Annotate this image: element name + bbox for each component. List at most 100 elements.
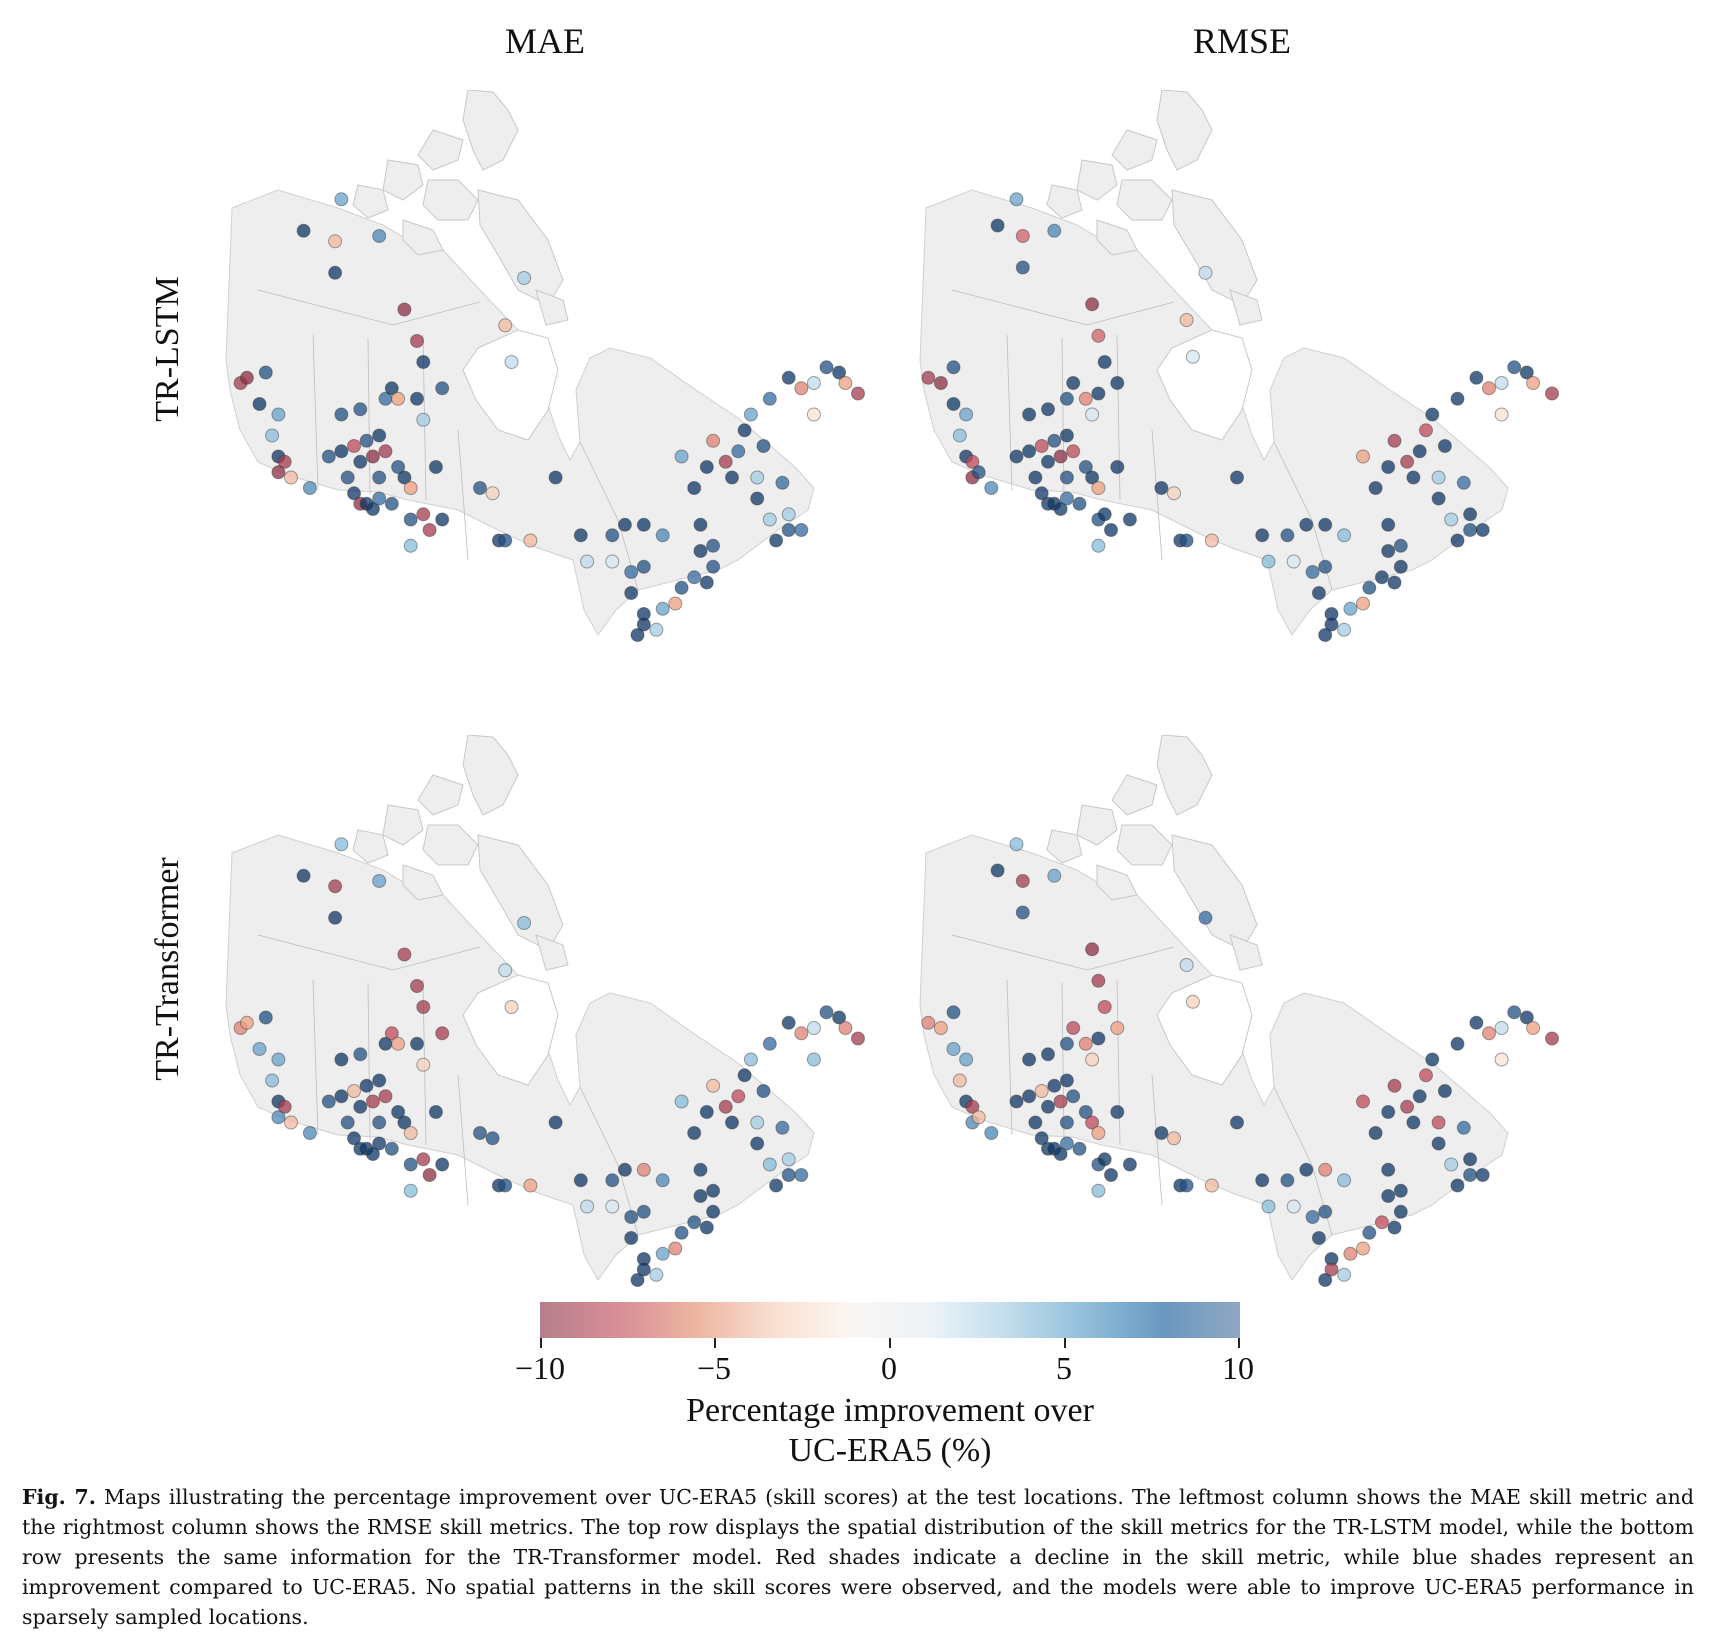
station-point [1362, 1225, 1377, 1240]
province-border [257, 289, 481, 326]
station-point [1097, 1000, 1112, 1014]
station-point [984, 481, 999, 495]
station-point [1519, 365, 1534, 380]
station-point [1091, 538, 1106, 553]
station-point [617, 517, 632, 532]
station-point [271, 1052, 286, 1067]
station-point [806, 1052, 821, 1067]
station-point [1387, 575, 1402, 590]
station-point [1091, 386, 1106, 401]
station-point [334, 1089, 349, 1104]
station-point [1015, 905, 1030, 920]
station-point [674, 1094, 689, 1109]
station-point [668, 596, 683, 611]
station-point [1337, 1267, 1352, 1282]
station-point [321, 1094, 336, 1109]
land-island [1111, 774, 1158, 816]
station-point [1324, 617, 1339, 632]
station-point [334, 444, 349, 459]
province-border [1151, 429, 1163, 561]
station-point [1356, 1241, 1370, 1256]
station-point [517, 271, 532, 285]
station-point [794, 381, 809, 396]
station-point [971, 465, 986, 480]
station-point [397, 1115, 412, 1130]
station-point [1022, 1052, 1037, 1067]
station-point [328, 265, 343, 280]
map-panel-tr-lstm-mae [218, 90, 888, 670]
station-point [384, 496, 399, 511]
station-point [718, 1099, 733, 1114]
station-point [1085, 1052, 1100, 1067]
station-point [699, 1105, 714, 1119]
province-border [457, 429, 469, 561]
station-point [391, 460, 406, 474]
station-point [1381, 544, 1396, 558]
station-point [428, 1105, 443, 1119]
station-point [1374, 570, 1389, 585]
station-point [731, 444, 746, 459]
station-point [258, 365, 273, 380]
station-point [1059, 1036, 1074, 1051]
province-border [312, 979, 319, 1136]
land-island [422, 179, 479, 221]
map-panel-tr-transformer-rmse [912, 735, 1582, 1315]
station-point [1028, 1115, 1043, 1130]
station-point [630, 628, 645, 642]
station-point [548, 1115, 563, 1130]
station-point [756, 1084, 771, 1098]
station-point [636, 559, 651, 574]
station-point [416, 1000, 431, 1014]
land-island [1111, 129, 1158, 171]
station-point [1154, 481, 1169, 495]
station-point [1053, 449, 1068, 464]
station-point [781, 1152, 796, 1167]
station-point [1028, 470, 1043, 485]
station-point [1545, 1031, 1559, 1046]
station-point [1053, 1147, 1068, 1161]
province-border [1061, 982, 1065, 1141]
station-point [655, 601, 670, 616]
station-point [1041, 454, 1055, 469]
station-point [1475, 1168, 1490, 1182]
station-point [725, 1115, 739, 1130]
station-point [965, 454, 980, 469]
station-point [971, 1110, 986, 1125]
station-point [1305, 1210, 1320, 1224]
station-point [946, 397, 961, 411]
figure-caption: Fig. 7. Maps illustrating the percentage… [22, 1482, 1694, 1632]
station-point [838, 376, 853, 390]
station-point [706, 1078, 721, 1093]
station-point [1400, 1099, 1415, 1114]
row-title-tr-transformer: TR-Transformer [149, 857, 186, 1081]
station-point [1085, 1115, 1100, 1130]
land-island [352, 184, 389, 219]
station-point [1015, 260, 1030, 275]
station-point [743, 1052, 758, 1067]
station-point [296, 868, 311, 883]
station-point [1393, 538, 1408, 553]
land-island [1171, 834, 1258, 951]
province-border [1151, 1074, 1163, 1206]
station-point [1059, 391, 1074, 406]
station-point [1204, 533, 1219, 548]
station-point [1387, 1220, 1402, 1235]
station-point [725, 470, 739, 485]
station-point [1034, 1084, 1049, 1098]
station-point [1381, 1189, 1396, 1203]
station-point [416, 412, 431, 427]
province-border [457, 1074, 469, 1206]
station-point [1412, 1089, 1427, 1104]
station-point [706, 433, 721, 448]
station-point [693, 1162, 708, 1177]
station-point [1261, 1199, 1276, 1214]
colorbar-tick-label: −10 [514, 1350, 566, 1386]
station-point [328, 234, 343, 249]
station-point [1059, 1115, 1074, 1130]
station-point [1362, 580, 1377, 595]
colorbar-gradient [540, 1302, 1240, 1338]
station-point [1009, 837, 1024, 852]
station-point [1085, 297, 1100, 312]
land-island [1171, 189, 1258, 306]
station-point [706, 538, 721, 553]
